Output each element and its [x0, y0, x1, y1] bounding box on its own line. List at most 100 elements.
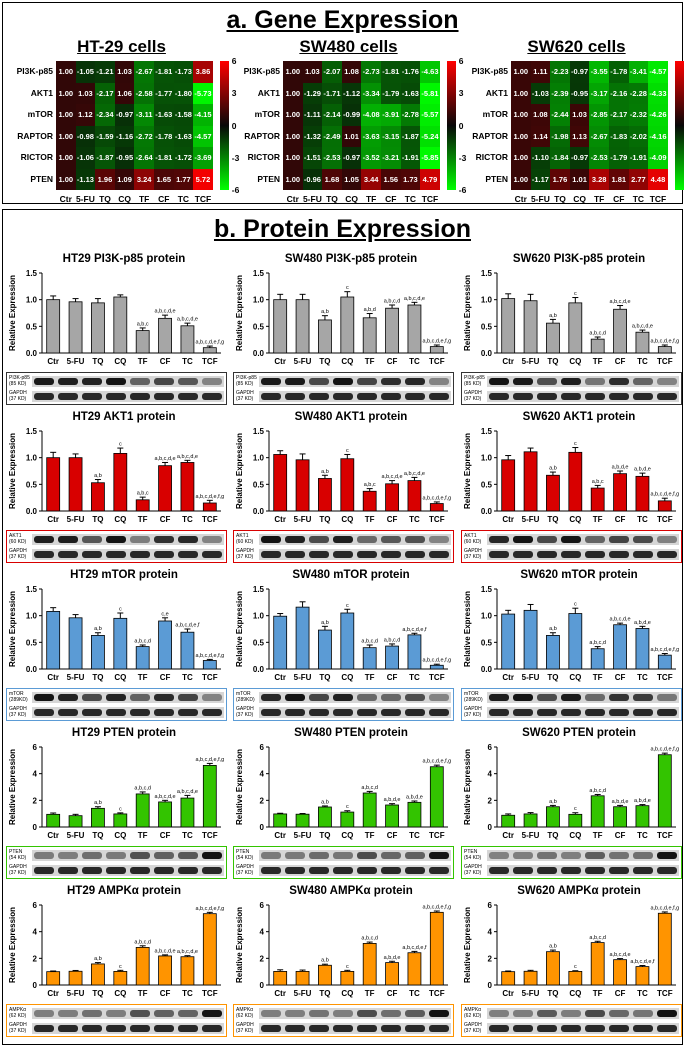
- bar: [546, 806, 560, 828]
- blot-band: [130, 393, 150, 400]
- y-axis-label: Relative Expression: [235, 591, 244, 667]
- significance-label: a,b,c,d,e,f,g: [650, 492, 679, 498]
- barplot: SW480 mTOR protein Relative Expression 0.0…: [233, 566, 454, 724]
- blot-band: [154, 378, 174, 385]
- blot-kd-label: (37 KD): [236, 554, 254, 560]
- x-tick-label: TF: [138, 515, 148, 524]
- heatmap-cell: -3.21: [381, 147, 401, 169]
- x-tick-label: TF: [365, 831, 375, 840]
- blot-band: [261, 393, 281, 400]
- blot-band: [58, 867, 78, 874]
- x-tick-label: 5-FU: [294, 515, 312, 524]
- x-tick-label: TQ: [92, 357, 103, 366]
- y-axis-label: Relative Expression: [8, 433, 17, 509]
- blot-band: [489, 536, 509, 543]
- blot-lane-row: [259, 376, 451, 387]
- blot-band: [405, 551, 425, 558]
- bar: [546, 322, 560, 354]
- blot-band: [285, 852, 305, 859]
- x-tick-label: CQ: [569, 989, 581, 998]
- blot-band: [261, 709, 281, 716]
- y-tick-label: 1.5: [253, 585, 265, 594]
- bar: [202, 913, 217, 986]
- y-tick-label: 1.0: [481, 454, 493, 463]
- x-tick-label: TF: [365, 357, 375, 366]
- y-tick-label: 6: [488, 901, 493, 910]
- bar: [113, 617, 128, 670]
- blot-band: [513, 852, 533, 859]
- heatmap-row-label: AKT1: [257, 87, 280, 98]
- blot-kd-label: (37 KD): [464, 396, 482, 402]
- x-tick-label: CQ: [341, 831, 353, 840]
- heatmap-col-label: TQ: [554, 194, 566, 204]
- heatmap-cell: 1.56: [381, 168, 401, 190]
- significance-label: a,b: [549, 313, 557, 319]
- bar: [91, 807, 105, 828]
- blot-band: [609, 1010, 629, 1017]
- heatmap-cell: -4.16: [648, 125, 668, 147]
- blot-band: [657, 551, 677, 558]
- blot-band: [585, 852, 605, 859]
- x-tick-label: Ctr: [47, 357, 59, 366]
- blot-band: [261, 694, 281, 701]
- colorbar-tick-label: 0: [458, 120, 464, 131]
- western-blot: PI3K-p85 (85 KD) GAPDH (37 KD): [461, 372, 682, 405]
- blot-band: [561, 709, 581, 716]
- x-tick-label: CF: [387, 515, 398, 524]
- heatmap-cell: 1.08: [530, 104, 551, 126]
- blot-band: [513, 694, 533, 701]
- blot-band: [357, 852, 377, 859]
- significance-label: a,b: [94, 626, 102, 632]
- protein-expression-title: b. Protein Expression: [213, 215, 471, 243]
- y-tick-label: 0: [33, 823, 38, 832]
- blot-band: [106, 852, 126, 859]
- bar: [273, 454, 288, 512]
- x-tick-label: Ctr: [47, 515, 59, 524]
- heatmap-cell: 1.68: [322, 168, 342, 190]
- blot-band: [489, 694, 509, 701]
- heatmap-cell: -3.63: [361, 125, 381, 147]
- bar-chart-svg: SW480 PTEN protein Relative Expression 0 2 4…: [235, 727, 451, 840]
- blot-band: [381, 867, 401, 874]
- blot-protein-label: GAPDH: [236, 864, 254, 870]
- heatmap-cell: -3.11: [134, 104, 154, 126]
- heatmap-cell: -4.57: [193, 125, 213, 147]
- heatmap-cell: -0.97: [341, 147, 362, 169]
- blot-band: [154, 867, 174, 874]
- x-tick-label: TQ: [547, 989, 558, 998]
- blot-band: [154, 1010, 174, 1017]
- bar: [635, 805, 650, 828]
- significance-label: c: [119, 607, 122, 613]
- y-tick-label: 0.5: [481, 322, 493, 331]
- blot-band: [537, 378, 557, 385]
- blot-protein-label: GAPDH: [236, 706, 254, 712]
- blot-band: [178, 551, 198, 558]
- significance-label: a,b,c,d,e: [404, 471, 425, 477]
- heatmap-cell: -1.17: [530, 168, 551, 190]
- blot-band: [537, 852, 557, 859]
- blot-lane-row: [259, 534, 451, 545]
- blot-band: [429, 1025, 449, 1032]
- bar: [546, 635, 560, 670]
- significance-label: a,b,c,d: [384, 299, 401, 305]
- y-tick-label: 4: [260, 928, 265, 937]
- blot-band: [633, 694, 653, 701]
- bar: [501, 459, 516, 512]
- blot-kd-label: (54 KD): [9, 855, 27, 861]
- x-tick-label: TQ: [319, 831, 330, 840]
- blot-band: [130, 709, 150, 716]
- bar: [546, 951, 560, 986]
- blot-band: [309, 551, 329, 558]
- blot-band: [513, 1010, 533, 1017]
- blot-lane-row: [259, 1023, 451, 1034]
- x-tick-label: TF: [593, 515, 603, 524]
- heatmap-col-label: CF: [158, 194, 170, 204]
- heatmap-col-label: TF: [138, 194, 150, 204]
- significance-label: a,b,c,d,e: [155, 794, 176, 800]
- bar: [158, 620, 172, 670]
- bar: [523, 609, 538, 670]
- significance-label: a,b,c: [137, 491, 149, 497]
- heatmap-cell: 3.44: [361, 168, 381, 190]
- blot-band: [609, 852, 629, 859]
- blot-band: [261, 551, 281, 558]
